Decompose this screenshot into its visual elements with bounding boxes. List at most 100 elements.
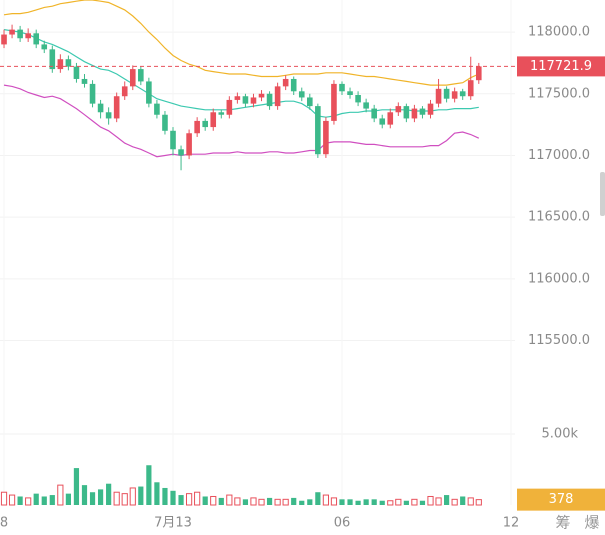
- candle-body: [274, 86, 281, 107]
- candle-body: [419, 108, 426, 115]
- y-tick-label: 116500.0: [528, 210, 590, 225]
- candle-body: [331, 83, 337, 121]
- volume-bar: [299, 500, 305, 505]
- volume-bar: [355, 500, 361, 505]
- x-tick-label: 06: [334, 516, 351, 531]
- candle-body: [49, 49, 56, 70]
- last-volume-label: 378: [549, 492, 574, 507]
- volume-bar: [444, 495, 450, 505]
- volume-bar: [435, 497, 442, 506]
- volume-bar: [250, 497, 257, 506]
- volume-bar: [33, 493, 39, 505]
- volume-bar: [57, 484, 64, 506]
- volume-bar: [121, 493, 128, 506]
- candle-body: [298, 91, 305, 98]
- candle-body: [427, 103, 434, 115]
- y-tick-label: 117000.0: [528, 148, 590, 163]
- volume-bar: [419, 500, 426, 505]
- volume-bar: [129, 487, 136, 506]
- last-price-box: [517, 56, 605, 77]
- lower-band: [3, 84, 480, 158]
- volume-bar: [411, 498, 418, 506]
- candle-body: [443, 88, 450, 99]
- volume-bar: [162, 487, 168, 505]
- volume-bar: [282, 498, 289, 506]
- candle-body: [347, 91, 353, 95]
- candle-body: [210, 112, 217, 128]
- volume-bar: [8, 494, 16, 506]
- x-tick-label: 7月13: [154, 516, 192, 531]
- volume-bar: [138, 486, 144, 505]
- candle-body: [129, 69, 136, 87]
- volume-bar: [81, 485, 88, 505]
- volume-bar: [291, 497, 297, 505]
- candle-body: [435, 88, 442, 104]
- volume-bar: [186, 493, 193, 506]
- candle-body: [218, 112, 225, 115]
- volume-bar: [89, 492, 96, 505]
- last-price-label: 117721.9: [530, 59, 592, 74]
- candle-body: [65, 59, 72, 67]
- volume-bar: [379, 500, 385, 505]
- candle-body: [258, 93, 265, 98]
- volume-bar: [0, 491, 8, 506]
- toolbar-icon[interactable]: 爆: [584, 514, 599, 532]
- candle-body: [363, 102, 369, 109]
- candle-body: [178, 149, 184, 156]
- candle-body: [315, 106, 321, 155]
- candle-body: [41, 44, 48, 50]
- candle-body: [9, 29, 15, 35]
- scroll-handle[interactable]: [600, 172, 605, 216]
- y-tick-label: 115500.0: [528, 333, 590, 348]
- candle-body: [97, 103, 104, 113]
- candle-body: [339, 83, 345, 92]
- volume-bar: [106, 483, 112, 505]
- candle-body: [226, 99, 233, 115]
- candle-body: [355, 95, 361, 103]
- candle-body: [411, 108, 418, 119]
- volume-bar: [363, 499, 369, 505]
- candle-body: [194, 120, 200, 134]
- candle-body: [73, 66, 80, 79]
- volume-bar: [65, 493, 71, 505]
- volume-bar: [460, 496, 466, 505]
- candle-body: [371, 108, 377, 119]
- volume-bar: [371, 499, 377, 505]
- toolbar-icon[interactable]: 筹: [555, 514, 570, 532]
- volume-bar: [146, 465, 152, 505]
- volume-bar: [266, 497, 273, 505]
- upper-band: [3, 0, 480, 86]
- volume-bar: [178, 495, 184, 505]
- candle-body: [121, 86, 128, 97]
- volume-bar: [339, 499, 345, 505]
- volume-bar: [387, 500, 394, 506]
- candle-body: [105, 112, 112, 119]
- candle-body: [323, 120, 329, 155]
- candle-body: [266, 93, 273, 107]
- candle-body: [250, 97, 257, 104]
- candle-body: [33, 33, 40, 45]
- candle-body: [81, 78, 88, 84]
- candle-body: [162, 114, 168, 131]
- volume-bar: [202, 496, 208, 505]
- volume-bar: [467, 497, 474, 506]
- volume-bar: [258, 498, 265, 506]
- x-tick-label: 8: [0, 516, 8, 531]
- volume-bar: [475, 499, 482, 506]
- candle-body: [25, 33, 31, 39]
- volume-bar: [226, 494, 233, 506]
- candle-body: [395, 106, 402, 113]
- candle-body: [170, 130, 176, 150]
- volume-bar: [154, 482, 160, 505]
- candle-body: [467, 80, 474, 97]
- candle-body: [459, 91, 466, 97]
- candle-body: [57, 59, 64, 70]
- volume-bar: [395, 498, 402, 506]
- volume-bar: [330, 497, 338, 506]
- candle-body: [186, 133, 192, 156]
- volume-bar: [403, 500, 409, 505]
- volume-bar: [322, 494, 329, 506]
- candle-body: [234, 96, 241, 100]
